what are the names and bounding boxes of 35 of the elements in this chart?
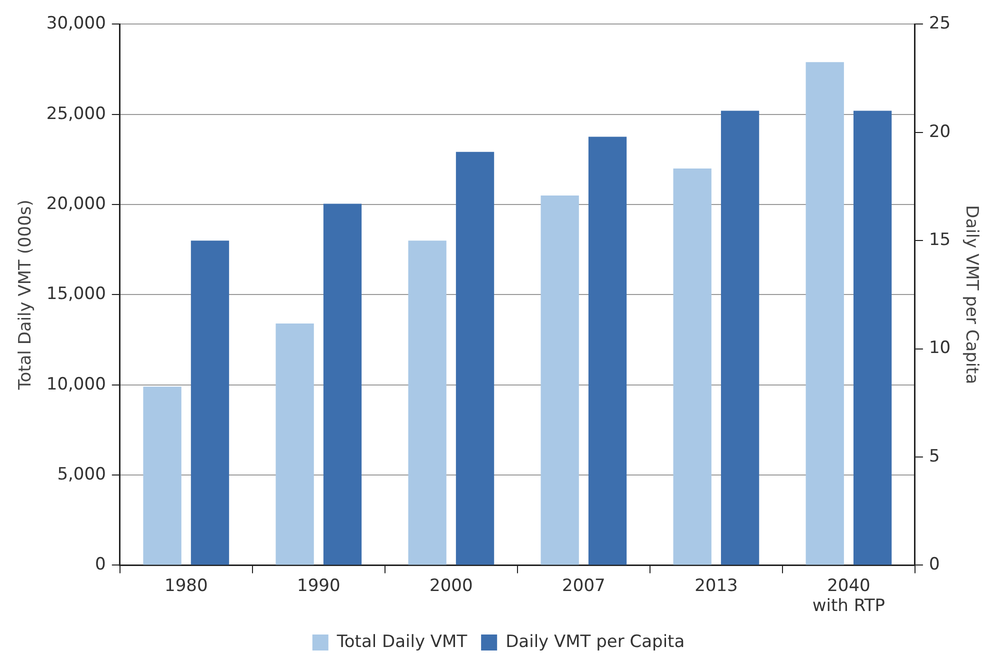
y-tick-label: 0 (95, 554, 106, 575)
y2-tick-label: 25 (928, 14, 951, 34)
y-tick-label: 25,000 (46, 104, 106, 124)
bar (720, 110, 760, 565)
bar (540, 196, 579, 565)
bar (408, 240, 446, 565)
bar (853, 110, 892, 565)
y-axis-title: Total Daily VMT (000s) (16, 200, 36, 391)
legend-label: Daily VMT per Capita (506, 632, 685, 652)
y2-axis-title: Daily VMT per Capita (961, 205, 982, 384)
x-tick-label: 1980 (164, 576, 208, 596)
bar (276, 324, 314, 565)
y2-tick-label: 15 (928, 230, 951, 250)
x-tick-label: 1990 (297, 576, 340, 596)
bar (190, 240, 230, 565)
y-tick-label: 10,000 (46, 374, 106, 394)
bar (806, 62, 844, 565)
bar (456, 152, 494, 565)
x-tick-label: 2013 (694, 576, 738, 596)
x-tick-label: 2007 (562, 576, 606, 596)
bar (588, 136, 627, 565)
bar (673, 168, 712, 565)
x-tick-label: 2000 (430, 576, 473, 596)
y2-tick-label: 20 (928, 122, 951, 142)
y2-tick-label: 0 (928, 554, 940, 575)
legend-label: Total Daily VMT (336, 632, 468, 652)
y-tick-label: 15,000 (46, 284, 106, 304)
x-tick-label: 2040 with RTP (812, 576, 886, 616)
y-tick-label: 20,000 (46, 194, 106, 214)
y2-tick-label: 5 (928, 446, 940, 466)
bar (143, 386, 182, 565)
y-tick-label: 30,000 (46, 14, 106, 34)
bar (323, 204, 362, 565)
y2-tick-label: 10 (928, 338, 951, 358)
y-tick-label: 5,000 (57, 464, 106, 484)
